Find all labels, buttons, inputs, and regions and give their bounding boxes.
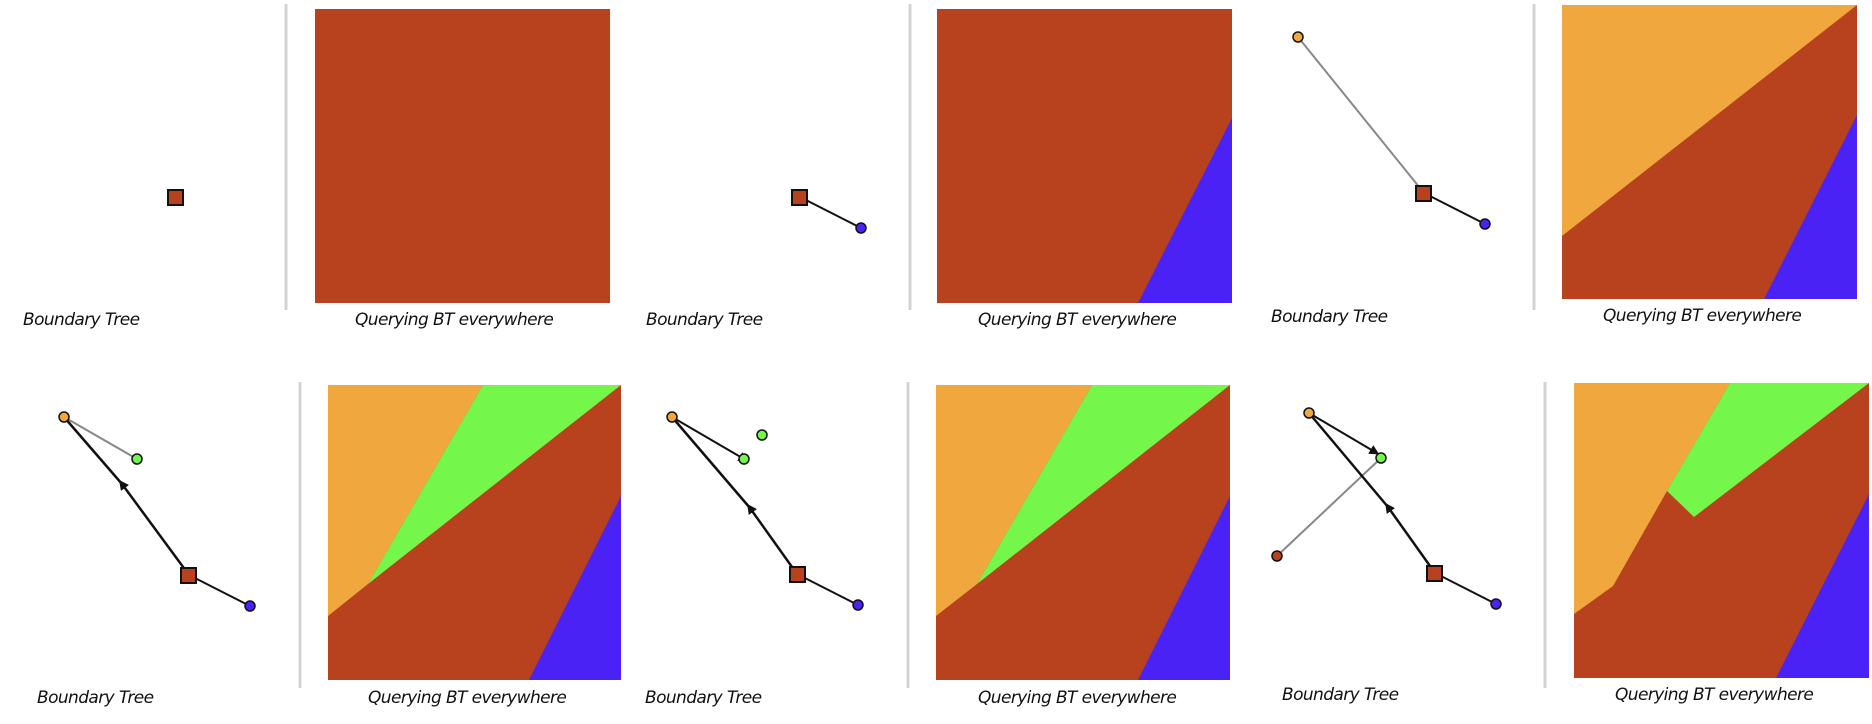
querying-label: Querying BT everywhere — [355, 310, 553, 330]
tree-edge — [1385, 502, 1437, 574]
region-blue — [1764, 115, 1857, 299]
region-orange — [328, 385, 483, 616]
region-orange — [936, 385, 1092, 616]
region-blue — [1138, 496, 1230, 680]
tree-edge — [1308, 412, 1380, 455]
tree-panel-1 — [167, 189, 184, 206]
query-map-1 — [315, 9, 610, 303]
tree-edge — [747, 503, 799, 575]
querying-label: Querying BT everywhere — [368, 688, 566, 708]
root-node-icon — [1426, 565, 1443, 582]
tree-edge — [63, 416, 138, 460]
querying-label: Querying BT everywhere — [978, 688, 1176, 708]
root-node-icon — [1415, 185, 1432, 202]
orange-node-icon — [58, 411, 70, 423]
boundary-tree-label: Boundary Tree — [1282, 685, 1399, 705]
green-node-icon — [1375, 452, 1387, 464]
region-blue — [1776, 494, 1869, 678]
green-node-icon — [131, 453, 143, 465]
query-map-5 — [936, 385, 1230, 680]
root-node-icon — [789, 566, 806, 583]
tree-edge — [671, 416, 751, 509]
region-green — [368, 385, 621, 584]
tree-panel-2 — [791, 189, 867, 234]
querying-label: Querying BT everywhere — [1615, 685, 1813, 705]
boundary-tree-label: Boundary Tree — [646, 310, 763, 330]
blue-node-icon — [855, 222, 867, 234]
green-node-icon — [738, 453, 750, 465]
boundary-tree-label: Boundary Tree — [37, 688, 154, 708]
region-blue — [1138, 118, 1232, 303]
region-orange — [1562, 5, 1857, 236]
root-node-icon — [791, 189, 808, 206]
root-node-icon — [180, 567, 197, 584]
query-map-6 — [1574, 383, 1869, 678]
tree-edge — [63, 416, 123, 485]
tree-edge — [799, 196, 862, 229]
tree-panel-5 — [666, 411, 864, 611]
orange-node-icon — [1292, 31, 1304, 43]
region-blue — [529, 496, 621, 680]
querying-label: Querying BT everywhere — [978, 310, 1176, 330]
tree-panel-6 — [1271, 407, 1502, 610]
blue-node-icon — [244, 600, 256, 612]
orange-node-icon — [666, 411, 678, 423]
region-red — [315, 9, 610, 303]
tree-edge — [796, 573, 859, 606]
tree-edge — [1308, 412, 1389, 508]
red-node-icon — [1271, 550, 1283, 562]
tree-panel-3 — [1292, 31, 1491, 230]
tree-edge — [1297, 36, 1425, 194]
tree-edge — [1434, 572, 1497, 605]
orange-node-icon — [1303, 407, 1315, 419]
blue-node-icon — [1479, 218, 1491, 230]
region-orange — [1574, 383, 1730, 614]
blue-node-icon — [1490, 598, 1502, 610]
tree-edge — [1276, 457, 1382, 557]
tree-edge — [671, 416, 749, 462]
query-map-3 — [1562, 5, 1857, 299]
root-node-icon — [167, 189, 184, 206]
green-query-point-icon — [756, 429, 768, 441]
tree-edge — [1423, 192, 1486, 225]
blue-node-icon — [852, 599, 864, 611]
tree-edge — [119, 479, 191, 576]
querying-label: Querying BT everywhere — [1603, 306, 1801, 326]
query-map-2 — [937, 9, 1232, 303]
tree-edge — [188, 574, 251, 607]
tree-panel-4 — [58, 411, 256, 612]
boundary-tree-label: Boundary Tree — [1271, 307, 1388, 327]
boundary-tree-label: Boundary Tree — [645, 688, 762, 708]
region-green — [1667, 383, 1869, 517]
region-green — [977, 385, 1230, 584]
boundary-tree-label: Boundary Tree — [23, 310, 140, 330]
query-map-4 — [328, 385, 621, 680]
